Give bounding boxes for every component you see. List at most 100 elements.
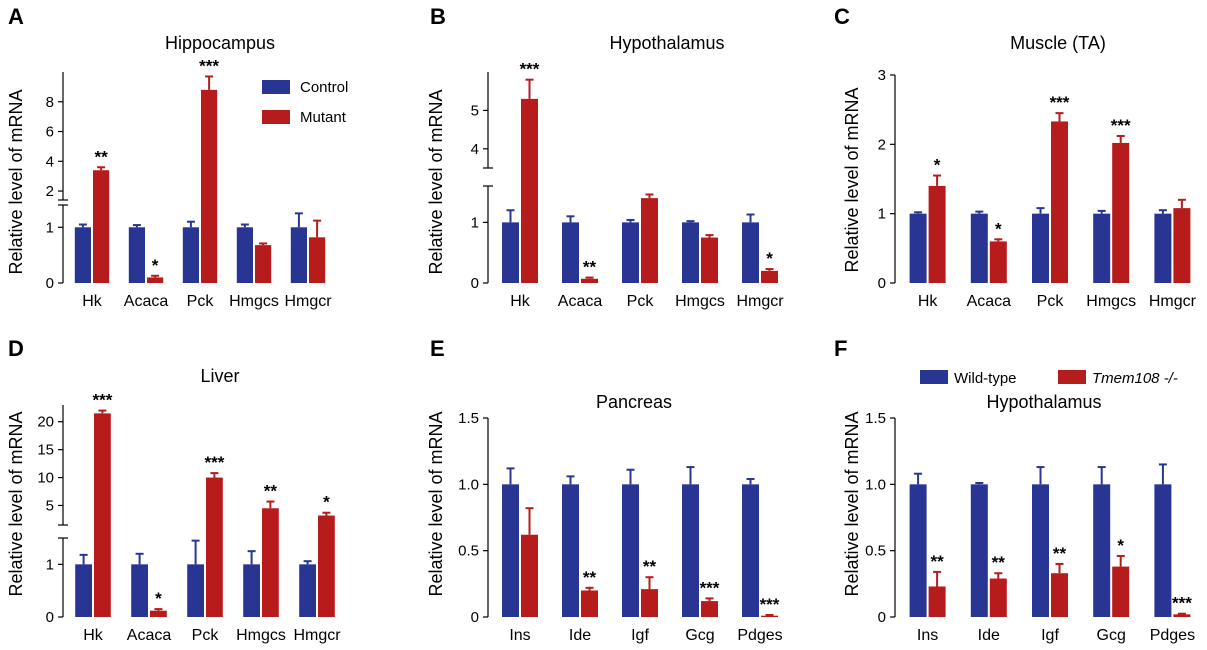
- y-tick-label: 4: [46, 153, 54, 170]
- x-category-label: Pck: [627, 293, 655, 310]
- bar-control-pdges: [742, 484, 759, 617]
- bar-mutant-hmgcs: [255, 245, 272, 283]
- legend-swatch: [262, 110, 290, 124]
- x-category-label: Hmgcs: [1086, 293, 1136, 310]
- bar-control-hk: [75, 564, 92, 617]
- x-category-label: Gcg: [1097, 627, 1126, 644]
- panel-letter: E: [430, 336, 445, 361]
- y-tick-label: 1.0: [458, 476, 479, 493]
- bar-control-hk: [74, 227, 91, 283]
- y-tick-label: 1.5: [458, 410, 479, 427]
- x-category-label: Pck: [1037, 293, 1065, 310]
- x-category-label: Acaca: [967, 293, 1012, 310]
- bar-control-ins: [502, 484, 519, 617]
- bar-mutant-gcg: [1112, 566, 1130, 617]
- significance-label: *: [1117, 536, 1124, 555]
- y-axis-label: Relative level of mRNA: [6, 89, 26, 274]
- bar-control-igf: [1032, 484, 1049, 617]
- bar-control-pck: [622, 222, 639, 283]
- y-tick-label: 6: [46, 124, 54, 141]
- significance-label: **: [583, 258, 597, 277]
- significance-label: **: [94, 147, 108, 166]
- y-axis-label: Relative level of mRNA: [426, 411, 446, 596]
- bar-mutant-pck: [1051, 121, 1068, 283]
- y-tick-label: 4: [471, 141, 479, 158]
- bar-control-pck: [1032, 213, 1049, 283]
- significance-label: **: [583, 568, 597, 587]
- y-tick-label: 1.5: [865, 410, 886, 427]
- bar-control-hmgcr: [299, 564, 316, 617]
- x-category-label: Hmgcs: [675, 293, 725, 310]
- panel-title: Muscle (TA): [1010, 33, 1106, 53]
- y-tick-label: 0: [471, 275, 479, 292]
- significance-label: ***: [520, 60, 540, 79]
- legend-swatch: [262, 80, 290, 94]
- x-category-label: Pck: [192, 627, 220, 644]
- y-axis-label: Relative level of mRNA: [6, 411, 26, 596]
- x-category-label: Hmgcs: [229, 293, 279, 310]
- significance-label: **: [1053, 544, 1067, 563]
- y-axis-label: Relative level of mRNA: [842, 411, 862, 596]
- bar-control-ide: [562, 484, 579, 617]
- bar-mutant-ide: [989, 578, 1007, 617]
- legend-global: Wild-type Tmem108 -/-: [920, 370, 1178, 387]
- panel-title: Hippocampus: [165, 33, 275, 53]
- bar-control-igf: [622, 484, 639, 617]
- y-tick-label: 20: [37, 414, 54, 431]
- bar-mutant-hmgcs: [1112, 142, 1130, 283]
- bar-control-acaca: [562, 222, 579, 283]
- bar-mutant-acaca: [150, 610, 167, 617]
- y-axis-label: Relative level of mRNA: [842, 87, 862, 272]
- bar-control-gcg: [1093, 484, 1111, 617]
- y-tick-label: 2: [46, 183, 54, 200]
- legend-label: Mutant: [300, 109, 347, 126]
- panel-letter: D: [8, 336, 24, 361]
- y-tick-label: 0: [46, 275, 54, 292]
- x-category-label: Hmgcr: [293, 627, 341, 644]
- bar-mutant-hk: [94, 413, 111, 617]
- bar-control-hk: [502, 222, 519, 283]
- legend-label: Wild-type: [954, 370, 1017, 387]
- bar-mutant-acaca: [581, 278, 598, 283]
- bar-mutant-hmgcs: [262, 508, 279, 617]
- y-tick-label: 0.5: [865, 543, 886, 560]
- bar-mutant-ins: [521, 534, 538, 617]
- bar-mutant-igf: [1051, 573, 1068, 617]
- significance-label: *: [323, 493, 330, 512]
- x-category-label: Acaca: [127, 627, 172, 644]
- significance-label: ***: [700, 578, 720, 597]
- bar-mutant-hmgcs: [701, 237, 718, 283]
- bar-mutant-hk: [928, 185, 946, 283]
- x-category-label: Hk: [510, 293, 531, 310]
- significance-label: **: [643, 557, 657, 576]
- bar-control-pck: [187, 564, 204, 617]
- panel-c: C Muscle (TA) Relative level of mRNA 0 1 2 3 * H…: [834, 4, 1197, 310]
- bar-mutant-igf: [641, 589, 658, 617]
- x-category-label: Hmgcr: [736, 293, 784, 310]
- bar-control-ide: [970, 484, 988, 617]
- x-category-label: Ide: [978, 627, 1000, 644]
- bar-mutant-hmgcr: [1173, 208, 1191, 283]
- significance-label: ***: [1172, 594, 1192, 613]
- x-category-label: Ins: [509, 627, 530, 644]
- significance-label: *: [155, 589, 162, 608]
- x-category-label: Igf: [1041, 627, 1059, 644]
- bar-mutant-pck: [206, 477, 223, 617]
- bar-control-pck: [182, 227, 199, 283]
- y-tick-label: 3: [878, 67, 886, 84]
- panel-a: A Hippocampus Relative level of mRNA 0 1 2 4 6 8…: [6, 4, 348, 310]
- x-category-label: Hk: [83, 627, 104, 644]
- y-tick-label: 5: [46, 497, 54, 514]
- y-tick-label: 8: [46, 94, 54, 111]
- bar-mutant-pdges: [1173, 614, 1191, 617]
- significance-label: **: [992, 553, 1006, 572]
- bar-mutant-hmgcr: [309, 237, 326, 283]
- x-category-label: Gcg: [685, 627, 714, 644]
- x-category-label: Pdges: [1150, 627, 1195, 644]
- significance-label: ***: [204, 453, 224, 472]
- panel-title: Liver: [200, 366, 239, 386]
- bar-mutant-hmgcr: [318, 515, 335, 617]
- bar-control-acaca: [128, 227, 145, 283]
